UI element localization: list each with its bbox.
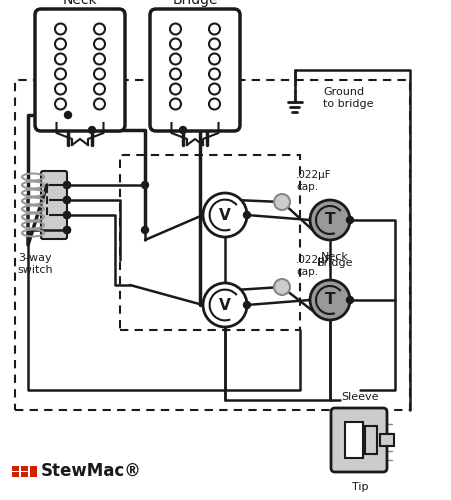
Bar (12, 472, 19, 477)
Circle shape (243, 212, 250, 218)
Circle shape (243, 302, 250, 308)
FancyBboxPatch shape (41, 171, 67, 239)
Circle shape (208, 68, 220, 80)
Circle shape (63, 196, 70, 203)
FancyBboxPatch shape (330, 408, 386, 472)
Text: .022μF
cap.: .022μF cap. (295, 256, 331, 277)
Circle shape (273, 279, 290, 295)
FancyBboxPatch shape (150, 9, 239, 131)
Text: T: T (324, 292, 335, 308)
Circle shape (179, 126, 186, 134)
Circle shape (202, 283, 246, 327)
Text: Ground
to bridge: Ground to bridge (322, 87, 373, 109)
Text: Bridge: Bridge (316, 258, 353, 268)
Bar (21, 466, 28, 471)
FancyBboxPatch shape (35, 9, 125, 131)
Text: Bridge: Bridge (172, 0, 217, 7)
Circle shape (63, 226, 70, 234)
Circle shape (94, 38, 105, 50)
Text: StewMac®: StewMac® (41, 462, 142, 480)
Circle shape (208, 38, 220, 50)
Circle shape (208, 84, 220, 94)
Circle shape (94, 54, 105, 64)
Circle shape (208, 98, 220, 110)
Bar (21, 472, 28, 477)
Circle shape (141, 226, 148, 234)
Text: Tip: Tip (351, 482, 368, 492)
Text: .022μF
cap.: .022μF cap. (295, 170, 331, 192)
Circle shape (63, 182, 70, 188)
Circle shape (170, 98, 180, 110)
Circle shape (88, 126, 95, 134)
Bar (12, 466, 19, 471)
Bar (379, 434, 393, 446)
Circle shape (208, 24, 220, 34)
Circle shape (63, 182, 70, 188)
Circle shape (63, 212, 70, 218)
Text: V: V (219, 208, 230, 222)
Circle shape (141, 182, 148, 188)
Circle shape (55, 54, 66, 64)
Text: Neck: Neck (63, 0, 97, 7)
Bar (344, 422, 362, 458)
Circle shape (208, 54, 220, 64)
Circle shape (170, 68, 180, 80)
Circle shape (63, 212, 70, 218)
Circle shape (55, 38, 66, 50)
Circle shape (170, 38, 180, 50)
Circle shape (55, 68, 66, 80)
Circle shape (309, 200, 349, 240)
Circle shape (170, 54, 180, 64)
Text: Sleeve: Sleeve (341, 392, 378, 402)
Text: Neck: Neck (320, 252, 348, 262)
Text: T: T (324, 212, 335, 228)
Circle shape (64, 112, 71, 118)
Circle shape (94, 84, 105, 94)
Bar (30, 466, 37, 477)
Circle shape (55, 24, 66, 34)
Circle shape (63, 226, 70, 234)
Bar (364, 426, 376, 454)
Circle shape (170, 24, 180, 34)
Circle shape (273, 194, 290, 210)
Circle shape (346, 296, 353, 304)
Circle shape (55, 98, 66, 110)
Circle shape (94, 98, 105, 110)
Text: 3-way
switch: 3-way switch (17, 253, 53, 274)
Circle shape (170, 84, 180, 94)
Circle shape (346, 216, 353, 224)
Circle shape (55, 84, 66, 94)
Circle shape (63, 196, 70, 203)
Circle shape (94, 68, 105, 80)
Circle shape (94, 24, 105, 34)
Circle shape (202, 193, 246, 237)
Text: V: V (219, 298, 230, 312)
Circle shape (309, 280, 349, 320)
